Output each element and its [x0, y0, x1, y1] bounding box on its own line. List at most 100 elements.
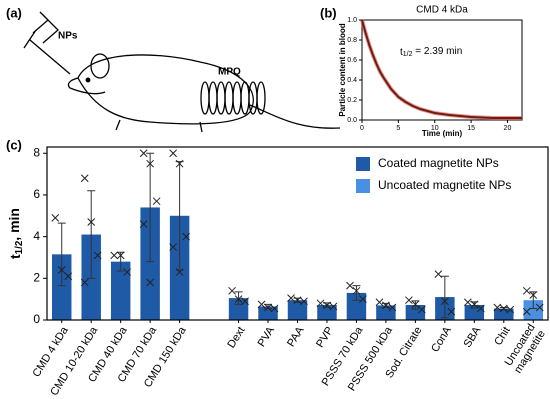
data-point	[352, 286, 361, 295]
data-point	[146, 278, 155, 287]
legend-label: Coated magnetite NPs	[378, 156, 499, 170]
data-point	[375, 298, 384, 307]
data-point	[169, 243, 177, 251]
data-point	[64, 272, 73, 281]
data-point	[300, 297, 308, 306]
syringe-label: NPs	[58, 31, 78, 42]
x-tick-label: SBA	[461, 324, 483, 350]
data-point	[139, 220, 148, 228]
y-tick-label: 0.0	[347, 117, 357, 124]
label-subscript: 1/2	[14, 240, 25, 254]
y-tick-label: 6	[33, 187, 40, 201]
data-point	[175, 159, 184, 168]
error-bar	[352, 285, 361, 301]
label-rest: , min	[5, 208, 21, 241]
data-point	[463, 298, 472, 307]
data-point	[257, 300, 266, 309]
x-tick-label: 15	[467, 125, 475, 132]
data-point	[270, 304, 279, 313]
bar	[110, 261, 131, 320]
x-tick-label: 0	[360, 125, 364, 132]
y-axis-label: t1/2, min	[5, 208, 24, 259]
mouse-legs-tail	[115, 104, 341, 133]
bar	[140, 207, 160, 320]
panel-label: (b)	[320, 5, 337, 20]
data-point	[228, 286, 236, 295]
data-point	[110, 251, 119, 260]
data-point	[440, 297, 449, 306]
device-label: MPQ	[218, 67, 241, 78]
y-tick-label: 0.8	[347, 37, 357, 44]
y-tick-label: 0.2	[347, 97, 357, 104]
data-point	[234, 295, 243, 304]
data-point	[80, 278, 89, 287]
data-point	[535, 303, 544, 312]
mouse-snout	[67, 77, 106, 95]
x-tick-label: Dext	[225, 325, 247, 351]
error-bar	[87, 190, 96, 279]
curve-halo	[360, 19, 522, 120]
bar	[52, 254, 72, 320]
x-axis-label: Time (min)	[422, 129, 463, 138]
error-bar	[146, 152, 155, 263]
y-tick-label: 1.0	[347, 17, 357, 24]
label-symbol: t	[7, 254, 23, 259]
legend-label: Uncoated magnetite NPs	[378, 178, 511, 192]
data-point	[139, 149, 148, 158]
y-tick-label: 4	[33, 229, 40, 243]
x-tick-label: Chit	[492, 325, 513, 348]
data-point	[418, 305, 426, 314]
syringe	[23, 11, 71, 75]
data-point	[493, 303, 502, 312]
x-tick-label: 5	[396, 125, 400, 132]
data-point	[382, 301, 390, 310]
y-axis-label: Particle content in blood	[338, 23, 347, 116]
coil	[200, 81, 266, 115]
data-point	[529, 291, 538, 299]
data-point	[522, 307, 531, 316]
data-point	[169, 149, 177, 158]
mouse-ear	[90, 53, 110, 79]
data-point	[146, 159, 155, 168]
x-tick-label: ConA	[429, 324, 454, 354]
data-point	[359, 295, 367, 304]
data-point	[506, 305, 515, 314]
data-point	[80, 174, 89, 183]
data-point	[182, 232, 190, 241]
error-bar	[57, 222, 66, 287]
x-tick-label: 20	[504, 125, 512, 132]
data-point	[116, 251, 125, 260]
x-tick-label: PAA	[285, 324, 307, 349]
data-point	[175, 268, 184, 276]
data-point	[323, 301, 331, 310]
y-tick-label: 0.4	[347, 77, 357, 84]
data-point	[241, 297, 249, 306]
data-point	[293, 296, 302, 305]
data-point	[287, 294, 295, 302]
data-point	[57, 266, 66, 274]
legend-swatch	[356, 157, 370, 171]
data-point	[476, 304, 485, 313]
error-bar	[440, 275, 449, 319]
data-point	[499, 304, 508, 313]
panel-label: (a)	[6, 5, 22, 20]
mouse-eye	[85, 77, 91, 83]
data-point	[522, 286, 531, 295]
data-point	[470, 300, 479, 309]
panel-label: (c)	[6, 137, 22, 152]
bar	[405, 304, 426, 320]
label-symbol: t	[400, 47, 403, 58]
data-point	[411, 300, 420, 309]
curve	[361, 19, 522, 119]
data-point	[346, 281, 354, 290]
x-tick-label: PVP	[314, 325, 336, 350]
data-point	[434, 270, 443, 278]
label-subscript: 1/2	[403, 51, 413, 58]
data-point	[316, 299, 325, 308]
bar	[523, 300, 543, 320]
chart-title: CMD 4 kDa	[416, 5, 468, 16]
y-tick-label: 0.6	[347, 57, 357, 64]
mouse-illustration	[23, 11, 341, 133]
x-tick-label: PVA	[256, 324, 278, 349]
